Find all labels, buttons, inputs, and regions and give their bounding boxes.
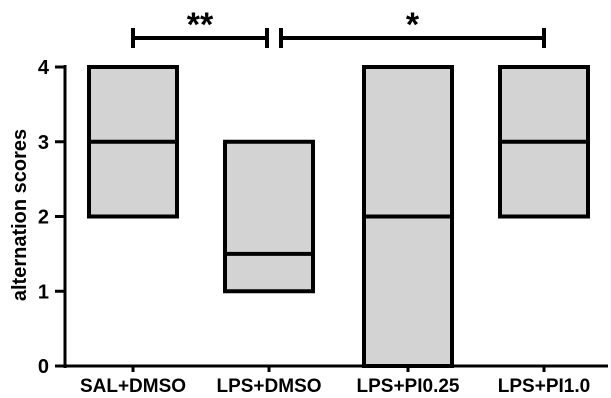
y-tick-label: 2	[38, 207, 49, 229]
x-tick-label: SAL+DMSO	[80, 376, 186, 397]
x-tick-label: LPS+DMSO	[216, 376, 321, 397]
x-tick-label: LPS+PI1.0	[498, 376, 590, 397]
y-tick-label: 4	[38, 57, 50, 79]
significance-label: **	[187, 6, 214, 44]
chart-marks: 0 1 2 3 4 SAL+DMSO LPS+DMSO LPS+PI0.25 LPS+PI1.0…	[38, 6, 608, 397]
y-tick-label: 0	[38, 356, 49, 378]
box-LPS+DMSO	[223, 139, 315, 294]
y-axis-label: alternation scores	[9, 129, 31, 301]
y-tick-label: 1	[38, 281, 49, 303]
y-tick-label: 3	[38, 132, 49, 154]
significance-label: *	[406, 6, 420, 44]
x-tick-label: LPS+PI0.25	[357, 376, 460, 397]
